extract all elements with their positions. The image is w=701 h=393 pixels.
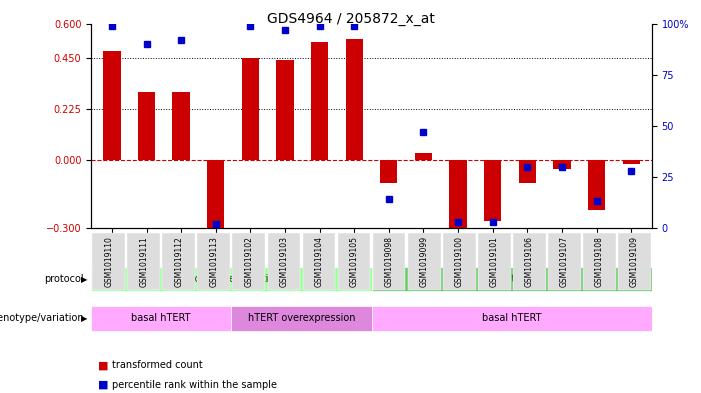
FancyBboxPatch shape xyxy=(408,233,440,290)
Text: GSM1019105: GSM1019105 xyxy=(350,236,358,287)
Text: transformed count: transformed count xyxy=(112,360,203,371)
Text: basal hTERT: basal hTERT xyxy=(132,313,191,323)
Text: GSM1019108: GSM1019108 xyxy=(595,236,604,287)
FancyBboxPatch shape xyxy=(372,306,652,331)
Bar xyxy=(103,51,121,160)
Text: GSM1019102: GSM1019102 xyxy=(245,236,253,287)
Text: GSM1019099: GSM1019099 xyxy=(420,236,428,287)
Bar xyxy=(276,60,294,160)
Text: ▶: ▶ xyxy=(81,275,88,283)
FancyBboxPatch shape xyxy=(548,233,580,290)
FancyBboxPatch shape xyxy=(231,306,372,331)
Text: control: control xyxy=(495,274,529,284)
Text: GSM1019104: GSM1019104 xyxy=(315,236,323,287)
Bar xyxy=(346,39,363,160)
FancyBboxPatch shape xyxy=(478,233,510,290)
FancyBboxPatch shape xyxy=(303,233,335,290)
Text: GSM1019098: GSM1019098 xyxy=(385,236,393,287)
FancyBboxPatch shape xyxy=(618,233,651,290)
Bar xyxy=(172,92,190,160)
Bar xyxy=(449,160,467,228)
Bar xyxy=(380,160,397,182)
FancyBboxPatch shape xyxy=(93,233,125,290)
Text: GSM1019103: GSM1019103 xyxy=(280,236,288,287)
Bar xyxy=(588,160,605,210)
FancyBboxPatch shape xyxy=(443,233,475,290)
FancyBboxPatch shape xyxy=(163,233,195,290)
Bar xyxy=(519,160,536,182)
Text: GSM1019100: GSM1019100 xyxy=(455,236,463,287)
Bar xyxy=(207,160,224,228)
Text: telomere elongation: telomere elongation xyxy=(182,274,280,284)
Text: GSM1019106: GSM1019106 xyxy=(525,236,533,287)
FancyBboxPatch shape xyxy=(198,233,230,290)
Text: ■: ■ xyxy=(98,380,109,390)
Text: hTERT overexpression: hTERT overexpression xyxy=(247,313,355,323)
FancyBboxPatch shape xyxy=(268,233,300,290)
Text: genotype/variation: genotype/variation xyxy=(0,313,84,323)
Bar xyxy=(622,160,640,164)
Text: GSM1019110: GSM1019110 xyxy=(104,236,113,287)
Text: GSM1019111: GSM1019111 xyxy=(139,236,148,287)
Text: GSM1019112: GSM1019112 xyxy=(175,236,183,287)
Bar xyxy=(311,42,328,160)
Text: percentile rank within the sample: percentile rank within the sample xyxy=(112,380,277,390)
Text: ▶: ▶ xyxy=(81,314,88,323)
Bar xyxy=(484,160,501,221)
Text: GDS4964 / 205872_x_at: GDS4964 / 205872_x_at xyxy=(266,12,435,26)
FancyBboxPatch shape xyxy=(583,233,615,290)
FancyBboxPatch shape xyxy=(372,266,652,292)
Text: GSM1019107: GSM1019107 xyxy=(560,236,569,287)
FancyBboxPatch shape xyxy=(91,266,372,292)
Text: GSM1019113: GSM1019113 xyxy=(210,236,218,287)
FancyBboxPatch shape xyxy=(91,306,231,331)
FancyBboxPatch shape xyxy=(128,233,160,290)
Bar xyxy=(553,160,571,169)
Bar xyxy=(415,153,432,160)
FancyBboxPatch shape xyxy=(338,233,370,290)
Text: GSM1019109: GSM1019109 xyxy=(630,236,639,287)
Text: protocol: protocol xyxy=(44,274,84,284)
FancyBboxPatch shape xyxy=(513,233,545,290)
FancyBboxPatch shape xyxy=(373,233,405,290)
Text: ■: ■ xyxy=(98,360,109,371)
FancyBboxPatch shape xyxy=(233,233,265,290)
Bar xyxy=(138,92,155,160)
Text: basal hTERT: basal hTERT xyxy=(482,313,541,323)
Bar xyxy=(242,58,259,160)
Text: GSM1019101: GSM1019101 xyxy=(490,236,498,287)
